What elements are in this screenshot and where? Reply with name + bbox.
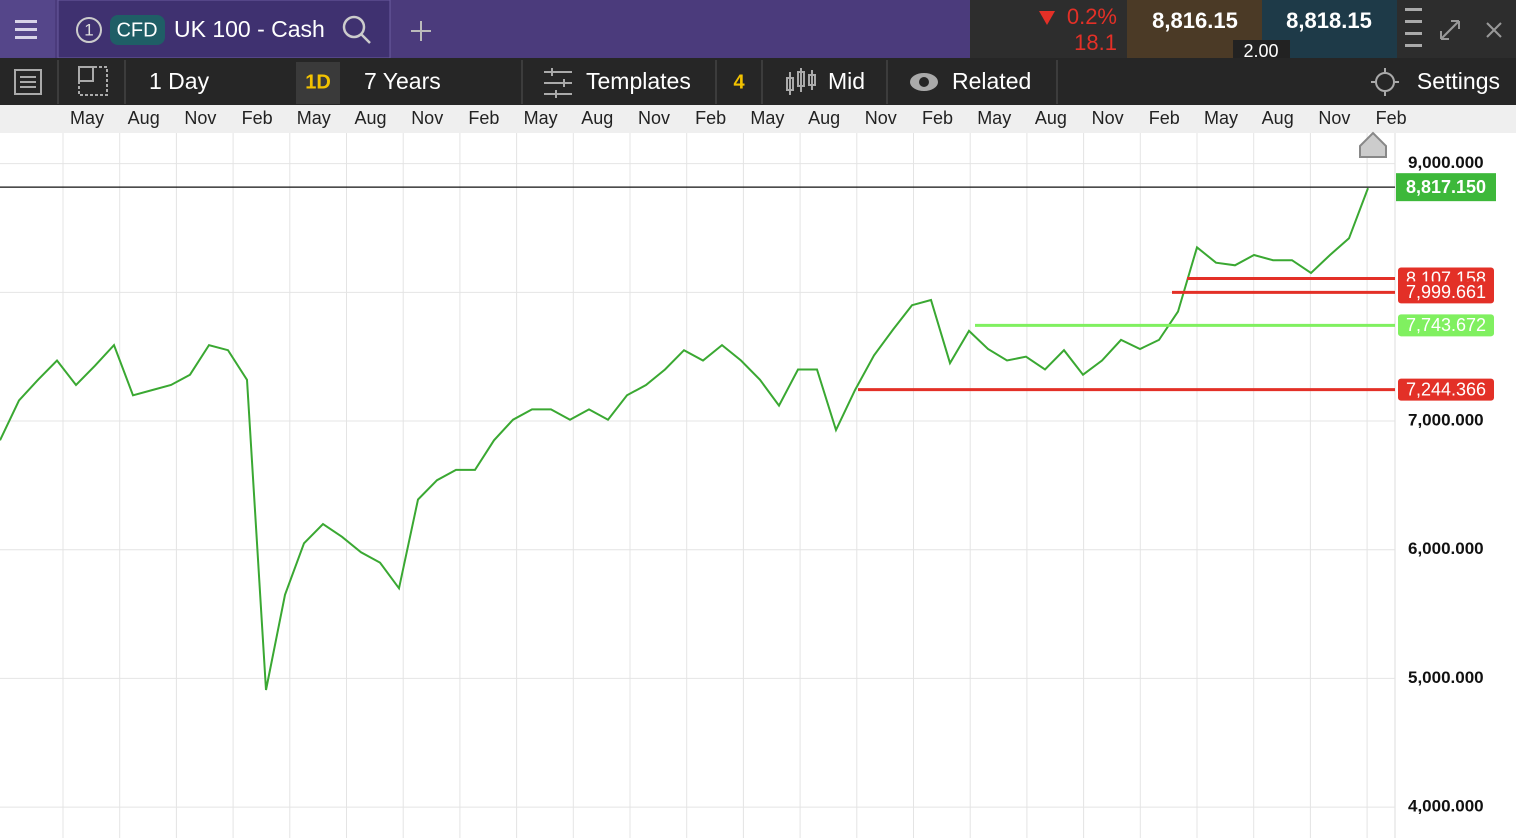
toolbar [0,58,1516,105]
sell-price: 8,816.15 [1152,8,1238,33]
interval-short[interactable]: 1D [305,71,331,93]
y-tick-label: 9,000.000 [1408,153,1484,172]
level-label-box [1398,281,1494,304]
menu-icon [15,20,37,39]
spread-box [1233,40,1290,62]
grid [0,133,1395,838]
y-tick-label: 5,000.000 [1408,668,1484,687]
level-label: 7,999.661 [1406,282,1486,302]
x-tick-label: May [70,108,104,128]
candles-icon [786,68,816,95]
tab-number: 1 [84,20,93,39]
current-price-label: 8,817.150 [1406,177,1486,197]
x-tick-label: Nov [1318,108,1350,128]
interval-short-box [296,62,340,104]
x-tick-label: Feb [468,108,499,128]
instrument-name: UK 100 - Cash [174,16,325,42]
price-line [0,187,1369,691]
plot [0,186,1395,691]
buy-price: 8,818.15 [1286,8,1372,33]
level-label: 7,743.672 [1406,315,1486,335]
change-panel [970,0,1127,58]
x-tick-label: Aug [128,108,160,128]
x-tick-label: May [524,108,558,128]
related[interactable]: Related [952,68,1031,94]
change-points: 18.1 [1074,30,1117,55]
x-tick-label: Aug [808,108,840,128]
x-tick-label: Nov [638,108,670,128]
x-tick-label: Feb [1376,108,1407,128]
drag-handle[interactable] [1405,8,1422,47]
level-label-box [1398,314,1494,337]
expand-icon[interactable] [1440,20,1460,40]
x-tick-label: Feb [1149,108,1180,128]
x-tick-label: Feb [695,108,726,128]
current-price-box [1396,173,1496,202]
x-tick-label: Feb [242,108,273,128]
close-icon[interactable] [1486,22,1502,38]
x-tick-label: May [1204,108,1238,128]
x-tick-label: May [750,108,784,128]
x-tick-label: Aug [354,108,386,128]
x-tick-label: Nov [865,108,897,128]
scroll-to-latest[interactable] [1359,131,1387,158]
interval[interactable]: 1 Day [149,68,210,94]
level-label: 7,244.366 [1406,379,1486,399]
settings-icon [1371,68,1399,96]
x-tick-label: Nov [184,108,216,128]
level-label-box [1398,378,1494,401]
price-type[interactable]: Mid [828,68,865,94]
search-icon[interactable] [342,15,371,44]
indicator-count[interactable]: 4 [733,71,745,93]
plot-area [0,133,1395,838]
cfd-badge [110,15,165,45]
related-icon [910,73,938,91]
settings[interactable]: Settings [1417,68,1500,94]
list-icon[interactable] [14,69,42,95]
templates-icon [544,68,572,98]
x-tick-label: Nov [411,108,443,128]
x-tick-label: May [977,108,1011,128]
x-tick-label: Aug [581,108,613,128]
time-axis [0,105,1516,133]
x-tick-label: Aug [1035,108,1067,128]
x-tick-label: May [297,108,331,128]
spread: 2.00 [1243,41,1278,61]
templates[interactable]: Templates [586,68,691,94]
axis-labels: May Aug Nov Feb May Aug Nov Feb May Aug Nov Feb May A… [70,108,1496,816]
range[interactable]: 7 Years [364,68,441,94]
toolbar-separators [57,60,1058,104]
instrument-type: CFD [116,19,157,41]
down-arrow [1039,11,1055,25]
add-tab[interactable] [411,21,431,41]
change-percent: 0.2% [1067,4,1117,29]
layout-icon[interactable] [78,66,108,96]
y-tick-label: 7,000.000 [1408,411,1484,430]
tab-number-circle [76,17,102,43]
x-tick-label: Nov [1092,108,1124,128]
x-tick-label: Aug [1262,108,1294,128]
y-tick-label: 4,000.000 [1408,797,1484,816]
x-tick-label: Feb [922,108,953,128]
y-tick-label: 6,000.000 [1408,539,1484,558]
